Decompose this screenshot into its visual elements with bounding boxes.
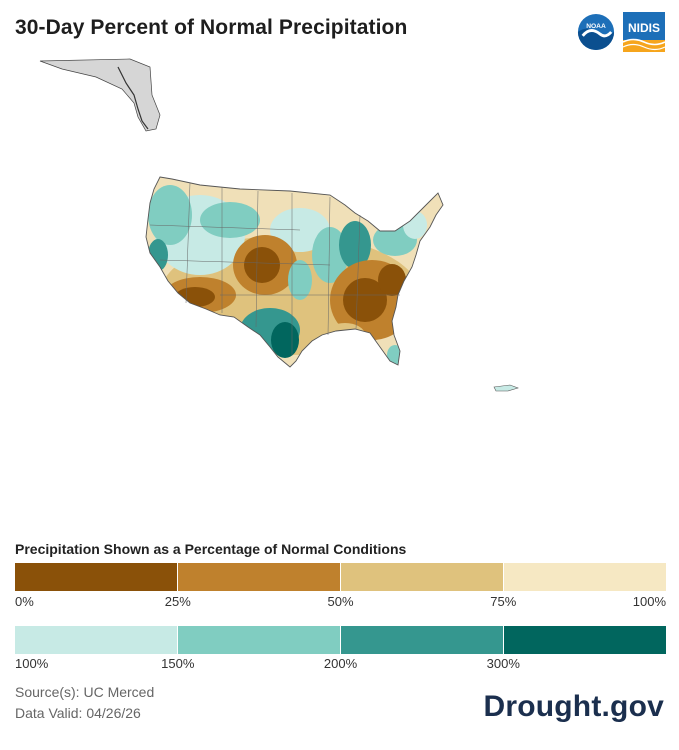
- precipitation-map: [39, 58, 519, 392]
- legend-tick-dry-3: 75%: [490, 594, 517, 609]
- conus-precip-field: [146, 177, 443, 367]
- puerto-rico-shape: [493, 384, 519, 392]
- legend-swatch-wet-2: [341, 626, 504, 654]
- valid-date: Data Valid: 04/26/26: [15, 705, 141, 721]
- legend-tick-dry-1: 25%: [164, 594, 191, 609]
- conus-outline: [145, 176, 444, 368]
- legend-swatch-dry-1: [178, 563, 341, 591]
- legend-tick-wet-2: 200%: [323, 656, 358, 671]
- alaska-coast: [117, 66, 149, 130]
- legend-tick-dry-2: 50%: [327, 594, 354, 609]
- legend-tick-dry-0: 0%: [15, 594, 34, 609]
- logos: NOAA NIDIS: [577, 12, 665, 52]
- legend-swatch-dry-2: [341, 563, 504, 591]
- legend-swatch-dry-0: [15, 563, 178, 591]
- svg-text:NIDIS: NIDIS: [628, 21, 660, 35]
- legend-title: Precipitation Shown as a Percentage of N…: [15, 541, 407, 557]
- legend-tick-dry-4: 100%: [632, 594, 666, 609]
- wet-scale-ticks: 100% 150% 200% 300%: [15, 656, 666, 674]
- legend-swatch-wet-0: [15, 626, 178, 654]
- legend-tick-wet-3: 300%: [486, 656, 520, 671]
- source-text: Source(s): UC Merced: [15, 684, 155, 700]
- legend-swatch-wet-1: [178, 626, 341, 654]
- legend-swatch-wet-3: [504, 626, 666, 654]
- svg-text:NOAA: NOAA: [586, 23, 606, 30]
- nidis-logo-icon[interactable]: NIDIS: [623, 12, 665, 52]
- wet-scale-bar: [15, 626, 666, 654]
- page-title: 30-Day Percent of Normal Precipitation: [15, 16, 408, 39]
- legend-tick-wet-0: 100%: [15, 656, 49, 671]
- noaa-logo-icon[interactable]: NOAA: [577, 13, 615, 51]
- dry-scale-bar: [15, 563, 666, 591]
- source-info: Source(s): UC Merced Data Valid: 04/26/2…: [15, 682, 154, 724]
- dry-scale-ticks: 0% 25% 50% 75% 100%: [15, 594, 666, 612]
- legend-tick-wet-1: 150%: [161, 656, 195, 671]
- alaska-shape: [39, 58, 161, 132]
- legend-swatch-dry-3: [504, 563, 666, 591]
- drought-gov-brand[interactable]: Drought.gov: [483, 690, 664, 723]
- state-borders: [149, 182, 400, 355]
